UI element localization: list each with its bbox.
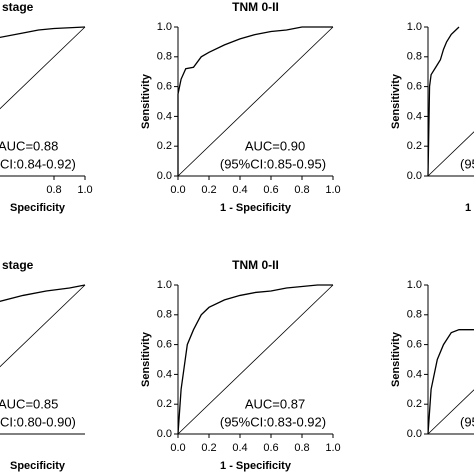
x-axis-label: 1 - Specificity (220, 202, 292, 214)
x-tick-label: 0.0 (170, 442, 185, 454)
y-tick-label: 0.8 (157, 309, 172, 321)
y-tick-label: 0.6 (157, 339, 172, 351)
y-tick-label: 0.8 (407, 51, 422, 63)
auc-annotation: CI:0.84-0.92) (0, 156, 76, 171)
y-axis-label: Sensitivity (140, 331, 152, 387)
auc-annotation: (95%CI:0.83-0.92) (220, 414, 326, 429)
auc-annotation: AUC=0.88 (0, 138, 58, 153)
x-tick-label: 0.8 (294, 442, 309, 454)
auc-annotation: AUC=0.87 (245, 396, 305, 411)
y-axis-label: Sensitivity (140, 73, 152, 129)
x-tick-label: 1.0 (325, 184, 340, 196)
x-axis-label: Specificity (10, 202, 66, 214)
reference-line (177, 26, 334, 177)
y-tick-label: 0.4 (407, 110, 422, 122)
y-tick-label: 0.8 (407, 309, 422, 321)
x-tick-label: 0.4 (232, 442, 247, 454)
y-tick-label: 0.0 (407, 428, 422, 440)
y-tick-label: 0.0 (157, 428, 172, 440)
x-tick-label: 0.6 (263, 184, 278, 196)
x-tick-label: 0.2 (201, 442, 216, 454)
reference-line (427, 131, 474, 177)
reference-line (0, 284, 86, 368)
panel-title: TNM 0-II (232, 0, 279, 14)
auc-annotation: CI:0.80-0.90) (0, 414, 76, 429)
x-tick-label: 0.0 (170, 184, 185, 196)
x-tick-label: 0.8 (46, 184, 61, 196)
y-tick-label: 0.4 (157, 110, 172, 122)
roc-curve (177, 284, 333, 435)
auc-annotation: AUC=0.90 (245, 138, 305, 153)
y-tick-label: 0.8 (157, 51, 172, 63)
y-tick-label: 1.0 (157, 279, 172, 291)
roc-curve (0, 26, 86, 39)
x-axis-label: 1 - Specificity (220, 460, 292, 472)
reference-line (427, 389, 474, 435)
reference-line (0, 26, 86, 110)
y-tick-label: 0.0 (407, 170, 422, 182)
auc-annotation: AUC=0.85 (0, 396, 58, 411)
x-tick-label: 0.6 (263, 442, 278, 454)
y-tick-label: 1.0 (407, 279, 422, 291)
x-axis-label: Specificity (10, 460, 66, 472)
roc-curve (0, 284, 86, 302)
y-tick-label: 0.2 (157, 398, 172, 410)
y-tick-label: 0.2 (407, 398, 422, 410)
x-tick-label: 1.0 (77, 184, 92, 196)
y-tick-label: 1.0 (157, 21, 172, 33)
panel-title: stage (2, 0, 34, 14)
x-axis-label: 1 (465, 202, 471, 214)
y-tick-label: 0.4 (157, 368, 172, 380)
y-tick-label: 1.0 (407, 21, 422, 33)
auc-annotation: (95 (460, 156, 474, 171)
y-tick-label: 0.6 (407, 81, 422, 93)
auc-annotation: (95 (460, 414, 474, 429)
x-tick-label: 0.4 (232, 184, 247, 196)
y-tick-label: 0.0 (157, 170, 172, 182)
y-tick-label: 0.2 (157, 140, 172, 152)
panel-title: TNM 0-II (232, 258, 279, 272)
panel-title: stage (2, 258, 34, 272)
roc-curve (427, 26, 460, 177)
y-tick-label: 0.6 (157, 81, 172, 93)
y-axis-label: Sensitivity (390, 73, 402, 129)
x-tick-label: 0.2 (201, 184, 216, 196)
x-tick-label: 1.0 (325, 442, 340, 454)
roc-curve (427, 329, 474, 435)
y-tick-label: 0.6 (407, 339, 422, 351)
auc-annotation: (95%CI:0.85-0.95) (220, 156, 326, 171)
y-tick-label: 0.4 (407, 368, 422, 380)
roc-curve (177, 26, 333, 176)
y-tick-label: 0.2 (407, 140, 422, 152)
reference-line (177, 284, 334, 435)
y-axis-label: Sensitivity (390, 331, 402, 387)
x-tick-label: 0.8 (294, 184, 309, 196)
